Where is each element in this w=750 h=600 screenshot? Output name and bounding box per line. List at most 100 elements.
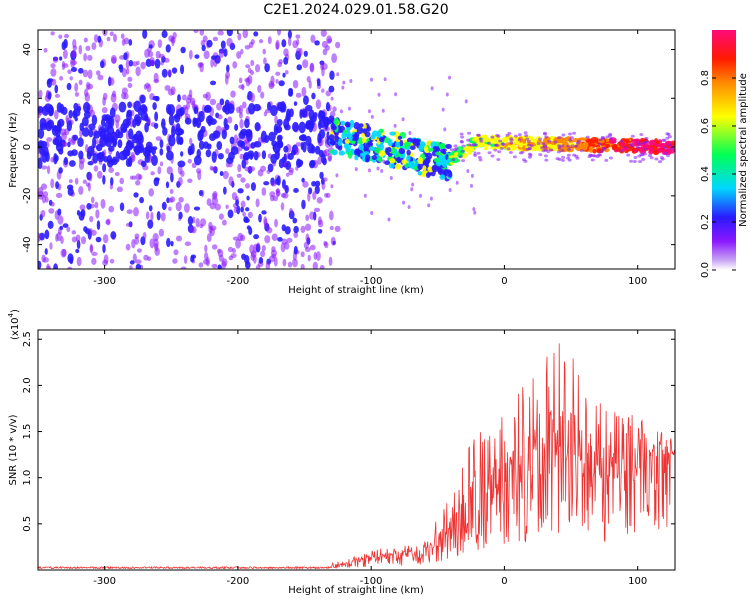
spectrogram-cell bbox=[342, 80, 346, 85]
spectrogram-cell bbox=[134, 145, 141, 156]
spectrogram-cell bbox=[365, 143, 371, 148]
spectrogram-cell bbox=[560, 158, 565, 162]
spectrogram-cell bbox=[61, 248, 67, 257]
spectrogram-cell bbox=[39, 140, 48, 148]
spectrogram-cell bbox=[165, 104, 172, 115]
spectrogram-cell bbox=[41, 254, 46, 263]
spectrogram-cell bbox=[153, 122, 159, 129]
spectrogram-cell bbox=[658, 160, 663, 164]
spectrogram-cell bbox=[183, 255, 188, 264]
spectrogram-cell bbox=[56, 102, 62, 113]
spectrogram-cell bbox=[406, 149, 411, 156]
spectrogram-cell bbox=[102, 233, 109, 244]
spectrogram-cell bbox=[303, 95, 309, 106]
spectrogram-cell bbox=[166, 166, 173, 175]
spectrogram-cell bbox=[178, 196, 184, 203]
spectrogram-cell bbox=[467, 150, 472, 155]
spectrogram-cell bbox=[148, 44, 153, 49]
spectrogram-cell bbox=[379, 136, 385, 143]
y-tick-label: 1.5 bbox=[22, 424, 33, 440]
spectrogram-cell bbox=[152, 102, 157, 111]
spectrogram-cell bbox=[363, 193, 367, 198]
spectrogram-cell bbox=[108, 205, 115, 213]
spectrogram-cell bbox=[298, 121, 306, 134]
spectrogram-cell bbox=[464, 99, 468, 104]
spectrogram-cell bbox=[88, 128, 94, 138]
spectrogram-cell bbox=[211, 151, 217, 163]
spectrogram-cell bbox=[142, 30, 148, 39]
spectrogram-cell bbox=[46, 137, 53, 142]
spectrogram-cell bbox=[245, 183, 250, 189]
spectrogram-cell bbox=[377, 156, 383, 163]
spectrogram-cell bbox=[538, 153, 543, 157]
spectrogram-cell bbox=[591, 154, 596, 158]
spectrogram-cell bbox=[417, 163, 423, 171]
spectrogram-cell bbox=[68, 109, 73, 119]
spectrogram-cell bbox=[579, 137, 586, 141]
spectrogram-cell bbox=[464, 145, 470, 152]
spectrogram-cell bbox=[309, 244, 316, 251]
spectrogram-cell bbox=[254, 121, 261, 132]
spectrogram-cell bbox=[487, 141, 492, 145]
spectrogram-cell bbox=[555, 157, 560, 161]
spectrogram-cell bbox=[325, 90, 331, 97]
snr-frame bbox=[37, 329, 676, 571]
spectrogram-cell bbox=[106, 36, 111, 42]
spectrogram-cell bbox=[335, 41, 341, 49]
spectrogram-cell bbox=[134, 116, 142, 125]
spectrogram-cell bbox=[211, 263, 218, 269]
spectrogram-cell bbox=[70, 60, 77, 66]
spectrogram-cell bbox=[302, 141, 307, 153]
spectrogram-cell bbox=[198, 110, 205, 123]
spectrogram-cell bbox=[132, 133, 139, 140]
spectrogram-cell bbox=[109, 31, 114, 37]
spectrogram-cell bbox=[85, 182, 90, 187]
spectrogram-cell bbox=[308, 80, 312, 89]
spectrogram-cell bbox=[358, 137, 364, 145]
spectrogram-cell bbox=[633, 138, 641, 142]
spectrogram-cell bbox=[477, 155, 482, 159]
spectrogram-cell bbox=[171, 67, 178, 74]
spectrogram-cell bbox=[136, 60, 140, 66]
spectrogram-cell bbox=[419, 193, 423, 198]
spectrogram-cell bbox=[70, 139, 76, 146]
spectrogram-cell bbox=[75, 248, 80, 254]
spectrogram-cell bbox=[255, 264, 261, 269]
spectrogram-cell bbox=[74, 177, 79, 185]
spectrogram-cell bbox=[46, 265, 52, 269]
spectrogram-cell bbox=[307, 254, 311, 262]
spectrogram-cell bbox=[398, 148, 406, 155]
spectrogram-cell bbox=[47, 220, 54, 229]
spectrogram-cell bbox=[217, 248, 221, 254]
y-tick-label: 20 bbox=[22, 92, 33, 105]
spectrogram-cell bbox=[167, 69, 172, 77]
spectrogram-cell bbox=[99, 128, 107, 141]
spectrogram-cell bbox=[287, 261, 293, 268]
y-tick-label: 0.5 bbox=[22, 516, 33, 532]
spectrogram-cell bbox=[77, 137, 84, 147]
spectrogram-cell bbox=[207, 114, 212, 127]
spectrogram-cell bbox=[78, 79, 83, 86]
spectrogram-cell bbox=[277, 61, 283, 68]
spectrogram-cell bbox=[258, 213, 262, 223]
spectrogram-cell bbox=[139, 94, 146, 104]
spectrogram-cell bbox=[143, 254, 149, 261]
spectrogram-cell bbox=[100, 198, 106, 209]
spectrogram-cell bbox=[318, 129, 326, 139]
spectrogram-cell bbox=[605, 143, 610, 148]
spectrogram-cell bbox=[275, 188, 281, 193]
spectrogram-cell bbox=[245, 76, 251, 87]
spectrogram-cell bbox=[333, 117, 339, 126]
spectrogram-cell bbox=[544, 135, 549, 139]
spectrogram-cell bbox=[221, 258, 228, 267]
spectrogram-cell bbox=[592, 148, 597, 154]
spectrogram-cell bbox=[107, 120, 113, 129]
spectrogram-cell bbox=[278, 80, 285, 87]
spectrogram-cell bbox=[92, 136, 97, 149]
spectrogram-cell bbox=[167, 88, 175, 96]
spectrogram-cell bbox=[150, 171, 155, 176]
spectrogram-cell bbox=[129, 265, 133, 269]
spectrogram-cell bbox=[307, 191, 311, 202]
spectrogram-cell bbox=[325, 101, 331, 112]
spectrogram-cell bbox=[556, 150, 561, 154]
